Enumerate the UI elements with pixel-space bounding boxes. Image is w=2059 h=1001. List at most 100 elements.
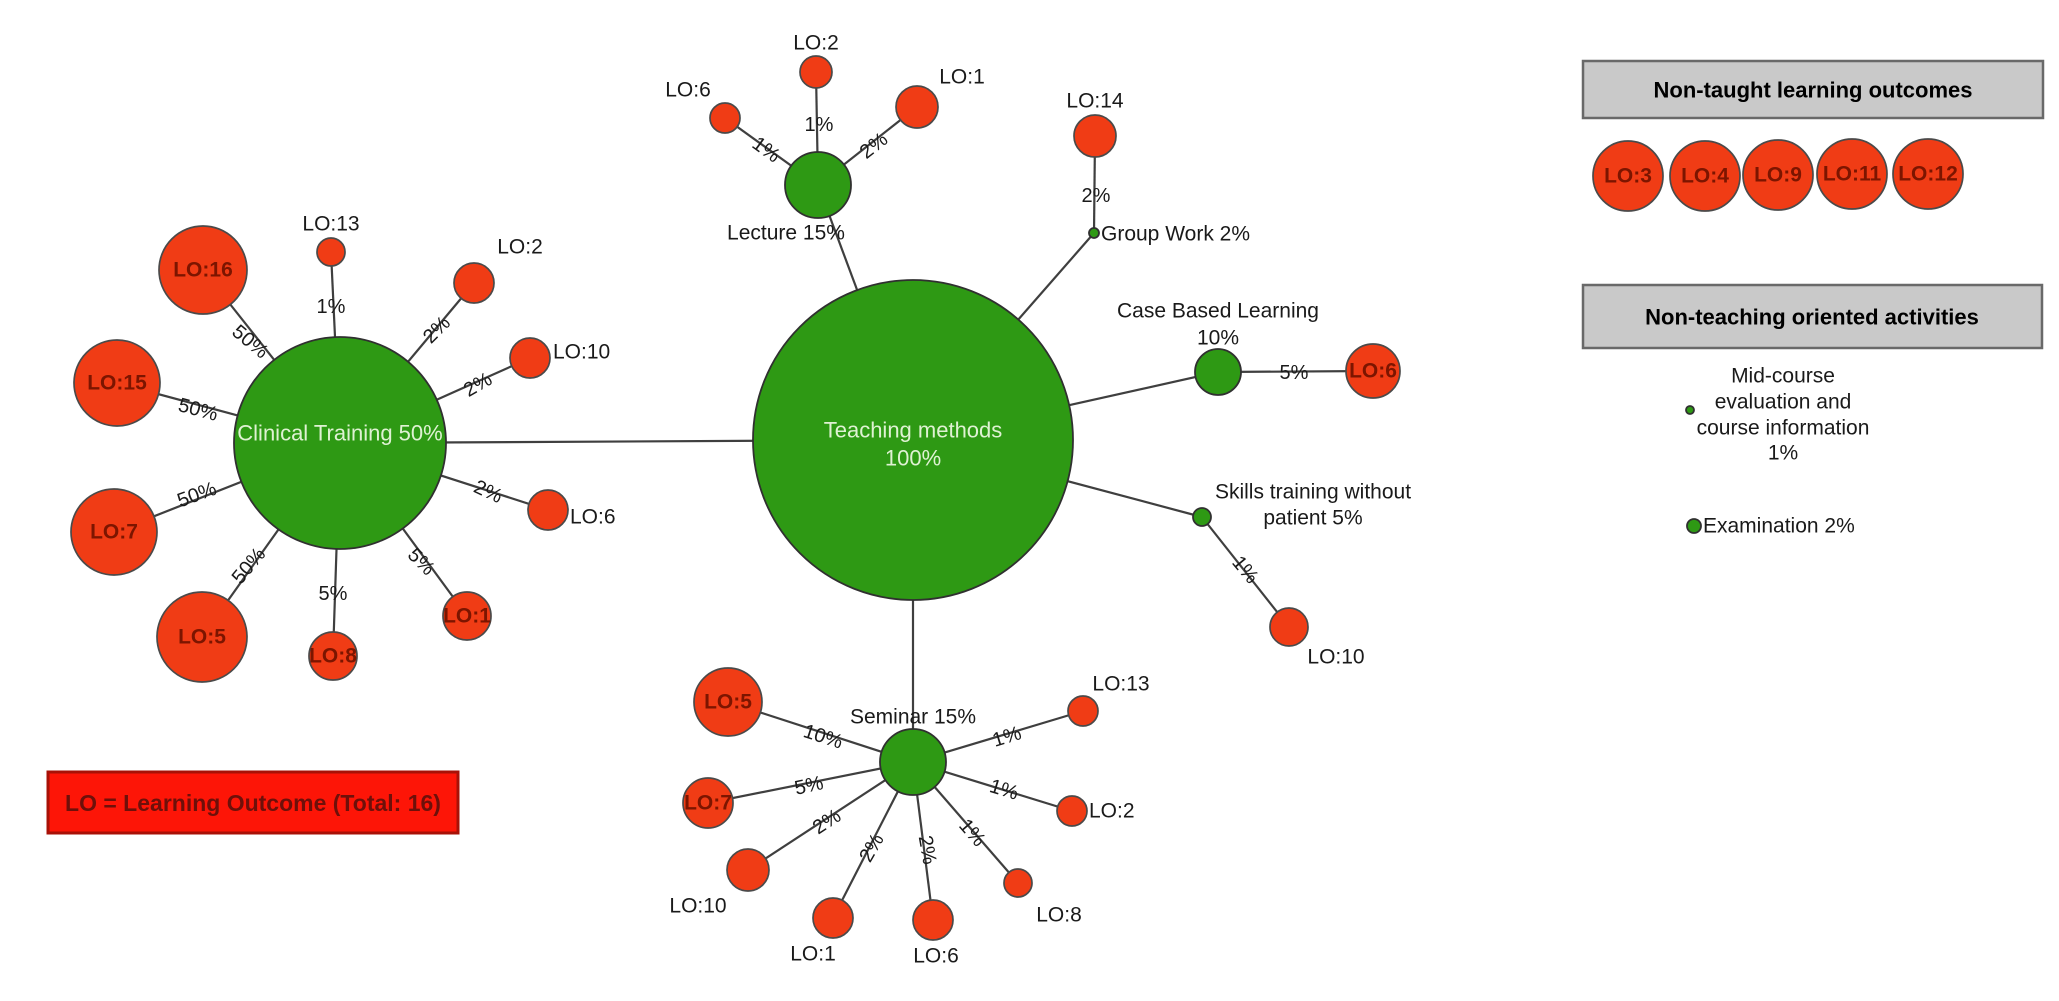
- lo-node-seminar-6: [912, 899, 954, 941]
- pct-label-seminar-13: 1%: [990, 722, 1024, 752]
- lo-node-casebased-6: [1345, 343, 1401, 399]
- lo-label-clinical-6: LO:6: [570, 506, 616, 529]
- lecture-label: Lecture 15%: [727, 222, 845, 245]
- lo-label-groupwork-14: LO:14: [1066, 90, 1124, 113]
- lo-label-seminar-8: LO:8: [1036, 904, 1082, 927]
- skills-label-line2: patient 5%: [1263, 507, 1362, 530]
- non-taught-title: Non-taught learning outcomes: [1654, 78, 1973, 103]
- lo-label-lecture-1: LO:1: [939, 66, 985, 89]
- seminar-label: Seminar 15%: [850, 706, 976, 729]
- non-teaching-title: Non-teaching oriented activities: [1645, 305, 1979, 330]
- lo-label-lecture-2: LO:2: [793, 32, 839, 55]
- node-skills-training: [1192, 507, 1212, 527]
- mid-course-label-line4: 1%: [1768, 442, 1798, 465]
- lo-node-groupwork-14: [1073, 114, 1117, 158]
- lo-label-clinical-13: LO:13: [302, 213, 359, 236]
- legend-box: [46, 770, 460, 835]
- non-taught-los: LO:3 LO:4 LO:9 LO:11 LO:12: [1592, 138, 1964, 212]
- lo-node-clinical-7: [70, 488, 158, 576]
- lo-node-lecture-1: [895, 85, 939, 129]
- lo-label-clinical-1: LO:1: [443, 605, 491, 628]
- lo-node-clinical-6: [527, 489, 569, 531]
- lo-label-nontaught-11: LO:11: [1823, 163, 1882, 186]
- method-nodes: [233, 151, 1242, 796]
- non-teaching-header-box: [1581, 283, 2044, 350]
- lo-node-clinical-10: [509, 337, 551, 379]
- pct-label-lecture-2: 1%: [805, 114, 834, 136]
- lo-node-clinical-15: [73, 339, 161, 427]
- lo-node-clinical-8: [308, 631, 358, 681]
- pct-label-seminar-5: 10%: [801, 720, 846, 753]
- node-lecture: [784, 151, 852, 219]
- node-case-based-learning: [1194, 348, 1242, 396]
- lo-label-seminar-1: LO:1: [790, 943, 836, 966]
- lo-label-clinical-16: LO:16: [173, 259, 233, 282]
- pct-label-casebased-6: 5%: [1280, 362, 1309, 384]
- lo-label-clinical-2: LO:2: [497, 236, 543, 259]
- pct-label-clinical-8: 5%: [319, 583, 348, 605]
- lo-node-seminar-5: [693, 667, 763, 737]
- node-teaching-methods: [752, 279, 1074, 601]
- node-seminar: [879, 728, 947, 796]
- lo-node-clinical-5: [156, 591, 248, 683]
- case-based-label-line1: Case Based Learning: [1117, 300, 1319, 323]
- lo-node-skills-10: [1269, 607, 1309, 647]
- pct-label-seminar-6: 2%: [914, 834, 941, 867]
- lo-label-nontaught-12: LO:12: [1898, 163, 1958, 186]
- lo-node-clinical-13: [316, 237, 346, 267]
- lo-label-seminar-2: LO:2: [1089, 800, 1135, 823]
- pct-label-clinical-15: 50%: [176, 394, 221, 426]
- pct-label-seminar-1: 2%: [855, 830, 889, 866]
- lo-label-nontaught-4: LO:4: [1681, 165, 1729, 188]
- edge-seminar-lo7: [707, 760, 914, 805]
- lo-label-nontaught-3: LO:3: [1604, 165, 1652, 188]
- lo-label-clinical-10: LO:10: [553, 341, 610, 364]
- mid-course-label-line3: course information: [1697, 417, 1870, 440]
- pct-label-clinical-13: 1%: [317, 296, 346, 318]
- examination-label: Examination 2%: [1703, 515, 1855, 538]
- lo-node-seminar-2: [1056, 795, 1088, 827]
- lo-label-clinical-7: LO:7: [90, 521, 138, 544]
- edge-skills-lo10: [1201, 516, 1290, 628]
- lo-node-seminar-1: [812, 897, 854, 939]
- lo-label-nontaught-9: LO:9: [1754, 164, 1802, 187]
- lo-label-lecture-6: LO:6: [665, 79, 711, 102]
- pct-label-clinical-1: 5%: [403, 544, 439, 580]
- mid-course-label-line1: Mid-course: [1731, 365, 1835, 388]
- lo-label-seminar-6: LO:6: [913, 945, 959, 968]
- lo-label-clinical-5: LO:5: [178, 626, 226, 649]
- case-based-label-line2: 10%: [1197, 327, 1239, 350]
- lo-node-nontaught-4: [1669, 140, 1741, 212]
- lo-nodes: [70, 55, 1401, 941]
- lo-node-nontaught-9: [1742, 139, 1814, 211]
- lo-node-nontaught-11: [1816, 138, 1888, 210]
- group-work-label: Group Work 2%: [1101, 223, 1250, 246]
- lo-node-lecture-2: [799, 55, 833, 89]
- clinical-training-label: Clinical Training 50%: [237, 421, 442, 446]
- teaching-methods-label-line2: 100%: [885, 446, 941, 471]
- lo-label-clinical-15: LO:15: [87, 372, 147, 395]
- pct-label-clinical-7: 50%: [174, 478, 219, 512]
- node-mid-course-dot: [1685, 405, 1695, 415]
- lo-node-clinical-1: [442, 591, 492, 641]
- pct-label-groupwork-14: 2%: [1082, 185, 1111, 207]
- node-examination-dot: [1686, 518, 1702, 534]
- pct-label-clinical-6: 2%: [470, 476, 506, 508]
- lo-node-lecture-6: [709, 102, 741, 134]
- lo-node-seminar-7: [682, 777, 734, 829]
- lo-node-seminar-8: [1003, 868, 1033, 898]
- pct-label-clinical-10: 2%: [460, 368, 496, 402]
- lo-node-clinical-2: [453, 262, 495, 304]
- lo-node-nontaught-3: [1592, 140, 1664, 212]
- node-group-work: [1088, 227, 1100, 239]
- teaching-methods-label-line1: Teaching methods: [824, 418, 1003, 443]
- pct-label-seminar-2: 1%: [987, 775, 1021, 805]
- lo-label-seminar-7: LO:7: [684, 792, 732, 815]
- lo-node-seminar-10: [726, 848, 770, 892]
- pct-label-lecture-1: 2%: [856, 128, 892, 163]
- skills-label-line1: Skills training without: [1215, 481, 1411, 504]
- legend-text: LO = Learning Outcome (Total: 16): [65, 790, 441, 816]
- lo-label-seminar-10: LO:10: [669, 895, 726, 918]
